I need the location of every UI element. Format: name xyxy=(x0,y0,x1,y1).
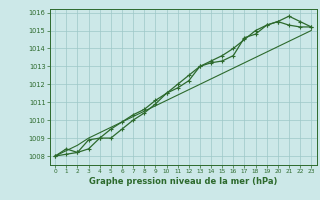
X-axis label: Graphe pression niveau de la mer (hPa): Graphe pression niveau de la mer (hPa) xyxy=(89,177,277,186)
